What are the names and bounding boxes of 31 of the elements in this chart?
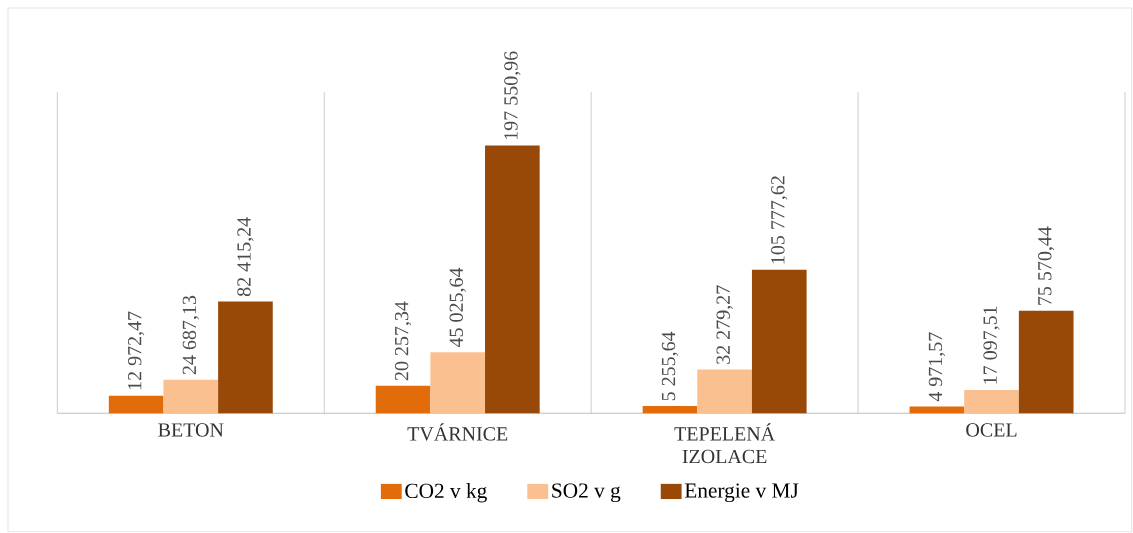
bar	[751, 269, 807, 414]
bar	[218, 301, 273, 414]
bar	[642, 406, 698, 414]
bar	[375, 385, 431, 414]
x-tick-label: TEPELENÁ IZOLACE	[674, 423, 775, 464]
bar	[108, 395, 164, 414]
data-label: 5 255,64	[661, 331, 679, 401]
data-label: 32 279,27	[716, 285, 733, 364]
data-label: 24 687,13	[182, 295, 199, 375]
x-tick-label: TVÁRNICE	[407, 423, 508, 441]
bar	[964, 389, 1019, 414]
data-label: 75 570,44	[1038, 226, 1055, 305]
bar	[909, 406, 965, 414]
data-label: 20 257,34	[394, 301, 412, 381]
data-label: 45 025,64	[449, 267, 466, 348]
bar	[430, 352, 486, 414]
data-label: 105 777,62	[771, 176, 788, 264]
data-label: 17 097,51	[983, 306, 1000, 384]
x-tick-label: OCEL	[966, 423, 1017, 437]
bar	[697, 369, 752, 414]
data-label: 197 550,96	[504, 51, 521, 139]
bar	[163, 379, 219, 414]
legend-label: Energie v MJ	[684, 483, 799, 503]
data-label: 12 972,47	[127, 311, 145, 390]
legend-label: SO2 v g	[552, 483, 621, 503]
x-tick-label: BETON	[158, 423, 224, 437]
bar	[485, 145, 540, 414]
bar	[1018, 310, 1074, 414]
data-label: 4 971,57	[928, 332, 946, 402]
data-label: 82 415,24	[237, 217, 254, 296]
legend-label: CO2 v kg	[405, 482, 487, 503]
